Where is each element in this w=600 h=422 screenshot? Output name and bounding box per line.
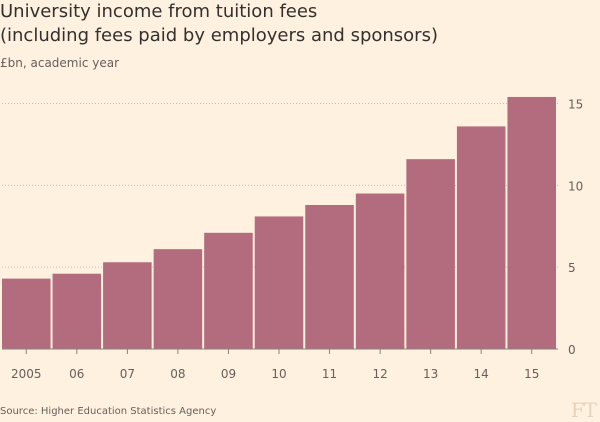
chart-subtitle: £bn, academic year xyxy=(0,56,119,70)
bar xyxy=(456,126,506,349)
x-tick-label: 2005 xyxy=(11,367,42,381)
x-tick-label: 15 xyxy=(524,367,539,381)
bar xyxy=(103,262,152,349)
x-tick-label: 13 xyxy=(423,367,438,381)
x-tick-label: 11 xyxy=(322,367,337,381)
bar xyxy=(305,204,354,349)
bar xyxy=(153,249,203,349)
ft-logo: FT xyxy=(570,398,597,422)
bar xyxy=(204,232,253,349)
y-tick-label: 0 xyxy=(568,343,576,357)
x-tick-label: 12 xyxy=(372,367,387,381)
x-tick-label: 06 xyxy=(69,367,84,381)
bar xyxy=(2,278,51,349)
chart-title: University income from tuition fees (inc… xyxy=(0,0,596,48)
bar xyxy=(254,216,304,349)
x-tick-label: 14 xyxy=(474,367,489,381)
bar xyxy=(355,193,405,349)
chart-title-line-2: (including fees paid by employers and sp… xyxy=(0,25,438,46)
x-tick-label: 10 xyxy=(271,367,286,381)
y-tick-label: 15 xyxy=(568,98,583,112)
bar xyxy=(52,273,102,349)
x-tick-label: 09 xyxy=(221,367,236,381)
y-tick-label: 5 xyxy=(568,261,576,275)
chart-title-line-1: University income from tuition fees xyxy=(0,1,318,22)
bar xyxy=(406,159,455,349)
x-tick-label: 07 xyxy=(120,367,135,381)
bar xyxy=(507,96,556,349)
x-tick-label: 08 xyxy=(170,367,185,381)
y-tick-label: 10 xyxy=(568,179,583,193)
source-note: Source: Higher Education Statistics Agen… xyxy=(0,406,217,417)
